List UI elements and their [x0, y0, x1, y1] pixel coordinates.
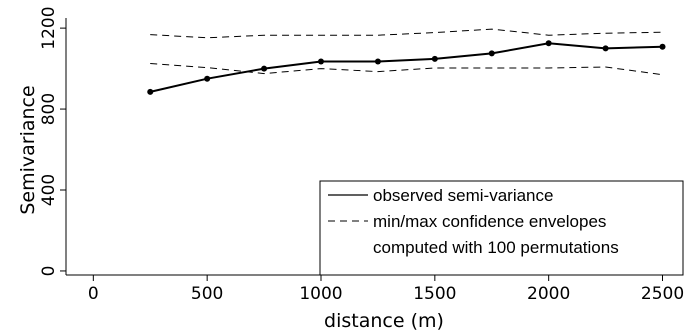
envelope-line	[150, 63, 663, 76]
observed-point	[488, 50, 495, 57]
y-tick-label: 400	[39, 174, 59, 206]
y-tick-label: 800	[39, 93, 59, 125]
observed-point	[659, 43, 666, 50]
observed-point	[545, 40, 552, 47]
observed-point	[431, 55, 438, 62]
observed-point	[261, 65, 268, 72]
x-axis-title: distance (m)	[324, 310, 444, 332]
envelope-line	[150, 28, 663, 39]
legend: observed semi-variance min/max confidence…	[319, 180, 684, 276]
y-tick-label: 1200	[39, 6, 59, 49]
observed-point	[374, 58, 381, 65]
x-tick-label: 1000	[299, 284, 342, 304]
y-axis-title: Semivariance	[17, 85, 39, 214]
observed-point	[317, 58, 324, 65]
x-tick-label: 0	[88, 284, 99, 304]
series-group	[147, 28, 666, 95]
observed-point	[204, 75, 211, 82]
x-tick-label: 500	[191, 284, 223, 304]
legend-label: min/max confidence envelopes	[373, 212, 606, 231]
observed-line	[149, 42, 663, 93]
legend-label: computed with 100 permutations	[373, 238, 619, 257]
observed-point	[147, 88, 154, 95]
y-tick-label: 0	[39, 266, 59, 277]
x-tick-label: 1500	[413, 284, 456, 304]
legend-label: observed semi-variance	[373, 186, 553, 205]
legend-box	[319, 180, 684, 276]
x-tick-label: 2000	[527, 284, 570, 304]
observed-point	[602, 45, 609, 52]
x-tick-label: 2500	[641, 284, 684, 304]
axes: 0 500 1000 1500 2000 2500 0 400 800 1200	[39, 6, 684, 304]
